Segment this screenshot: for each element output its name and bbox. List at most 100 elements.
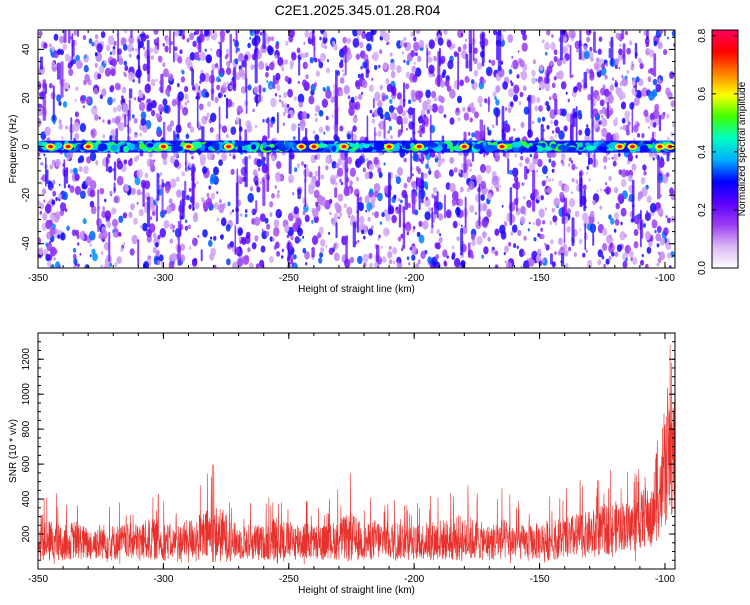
heatmap-speckle (291, 52, 297, 61)
heatmap-speckle (393, 107, 396, 110)
heatmap-speckle (150, 78, 156, 86)
heatmap-speckle (181, 70, 185, 75)
heatmap-speckle (408, 99, 412, 104)
heatmap-speckle (149, 159, 155, 168)
heatmap-speckle (289, 64, 294, 70)
heatmap-speckle (158, 55, 163, 63)
heatmap-speckle (502, 30, 506, 33)
heatmap-speckle (106, 44, 111, 52)
heatmap-streak (434, 195, 437, 215)
heatmap-speckle (575, 166, 578, 170)
heatmap-speckle (358, 196, 363, 202)
heatmap-speckle (615, 117, 618, 122)
heatmap-speckle (653, 109, 660, 119)
heatmap-speckle (520, 216, 526, 225)
heatmap-speckle (643, 171, 647, 176)
heatmap-streak (370, 30, 374, 42)
heatmap-speckle (655, 233, 661, 242)
heatmap-speckle (533, 237, 537, 242)
heatmap-speckle (227, 201, 231, 207)
heatmap-speckle (302, 235, 305, 239)
heatmap-speckle (649, 67, 654, 74)
heatmap-speckle (582, 252, 586, 258)
heatmap-speckle (208, 185, 212, 190)
heatmap-speckle (501, 204, 504, 208)
heatmap-speckle (174, 30, 180, 37)
heatmap-streak (376, 244, 380, 263)
heatmap-speckle (139, 40, 145, 49)
heatmap-speckle (229, 241, 235, 248)
heatmap-streak (472, 30, 475, 61)
heatmap-speckle (541, 180, 546, 187)
heatmap-speckle (276, 160, 282, 170)
heatmap-speckle (364, 195, 370, 204)
heatmap-speckle (134, 176, 141, 186)
heatmap-streak (124, 114, 127, 128)
heatmap-speckle (218, 199, 222, 204)
heatmap-streak (128, 99, 131, 121)
heatmap-speckle (608, 256, 612, 261)
heatmap-speckle (385, 78, 389, 83)
heatmap-speckle (192, 40, 197, 47)
heatmap-speckle (644, 263, 649, 268)
heatmap-speckle (251, 209, 254, 213)
heatmap-speckle (88, 38, 93, 44)
heatmap-speckle (282, 122, 285, 127)
heatmap-speckle (374, 211, 379, 219)
heatmap-speckle (275, 208, 282, 219)
heatmap-speckle (598, 36, 603, 42)
heatmap-speckle (438, 95, 443, 102)
heatmap-streak (313, 36, 316, 61)
heatmap-streak (39, 56, 43, 70)
heatmap-speckle (519, 59, 525, 68)
heatmap-speckle (238, 68, 245, 77)
heatmap-speckle (527, 228, 530, 232)
heatmap-speckle (470, 79, 475, 85)
heatmap-speckle (176, 154, 178, 157)
heatmap-speckle (199, 80, 202, 84)
heatmap-streak (631, 179, 635, 223)
heatmap-speckle (583, 50, 590, 60)
heatmap-speckle (422, 220, 429, 230)
heatmap-speckle (578, 129, 583, 136)
heatmap-speckle (146, 228, 152, 238)
heatmap-speckle (610, 218, 615, 225)
heatmap-speckle (414, 263, 420, 268)
heatmap-speckle (523, 235, 527, 241)
heatmap-speckle (39, 202, 44, 210)
heatmap-speckle (355, 53, 360, 60)
heatmap-speckle (343, 85, 350, 95)
heatmap-streak (57, 62, 61, 80)
heatmap-speckle (109, 51, 113, 55)
heatmap-speckle (611, 251, 615, 257)
heatmap-speckle (112, 97, 116, 103)
heatmap-streak (575, 106, 578, 143)
heatmap-speckle (216, 217, 220, 222)
heatmap-speckle (189, 126, 195, 133)
ridge-blob (190, 141, 202, 149)
heatmap-speckle (477, 95, 483, 104)
heatmap-speckle (405, 83, 410, 90)
heatmap-speckle (481, 217, 488, 228)
heatmap-speckle (255, 263, 260, 268)
heatmap-speckle (459, 186, 464, 193)
heatmap-speckle (53, 257, 56, 261)
heatmap-speckle (504, 260, 507, 264)
heatmap-speckle (616, 244, 623, 253)
heatmap-speckle (669, 265, 672, 268)
heatmap-speckle (441, 157, 446, 163)
heatmap-speckle (369, 188, 374, 195)
heatmap-speckle (352, 116, 358, 124)
heatmap-speckle (659, 251, 665, 261)
heatmap-speckle (124, 184, 129, 192)
heatmap-speckle (552, 215, 558, 223)
heatmap-speckle (219, 30, 226, 39)
heatmap-speckle (152, 246, 157, 254)
heatmap-speckle (172, 229, 175, 233)
heatmap-speckle (350, 215, 356, 223)
heatmap-streak (560, 30, 563, 61)
heatmap-speckle (216, 84, 221, 91)
heatmap-streak (113, 161, 117, 181)
heatmap-speckle (140, 191, 143, 195)
heatmap-speckle (139, 132, 142, 137)
